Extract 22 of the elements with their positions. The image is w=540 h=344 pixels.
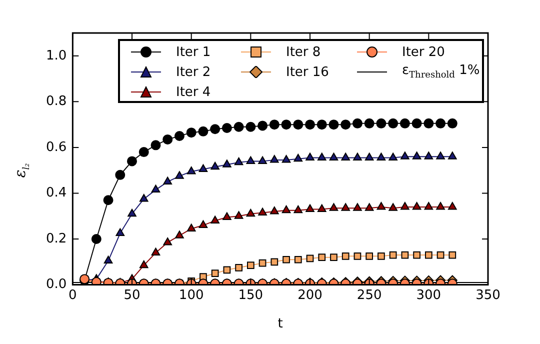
y-tick-label: 0.2: [46, 231, 67, 246]
legend-label: Iter 1: [175, 44, 212, 62]
x-tick-label: 0: [68, 288, 77, 303]
y-tick-label: 1.0: [46, 48, 67, 64]
x-tick-label: 250: [356, 288, 382, 303]
y-tick-label: 0.8: [46, 94, 67, 110]
legend-label: ε$_{Threshold}$ 1%: [402, 63, 480, 81]
legend-label: Iter 20: [401, 44, 446, 62]
y-tick-label: 0.6: [46, 140, 67, 155]
x-tick-label: 50: [124, 288, 140, 303]
y-tick-label: 0.0: [46, 277, 67, 292]
x-tick-label: 100: [178, 288, 204, 303]
y-tick-label: 0.4: [46, 186, 67, 201]
x-tick-label: 200: [298, 288, 322, 303]
x-tick-label: 300: [416, 288, 442, 303]
legend-label: Iter 16: [285, 64, 330, 82]
legend-label: Iter 2: [175, 64, 212, 82]
x-axis-title: t: [278, 316, 283, 332]
x-tick-label: 350: [476, 288, 500, 303]
x-tick-label: 150: [238, 288, 264, 303]
legend-label: Iter 4: [175, 84, 212, 102]
legend-label: Iter 8: [285, 44, 322, 62]
